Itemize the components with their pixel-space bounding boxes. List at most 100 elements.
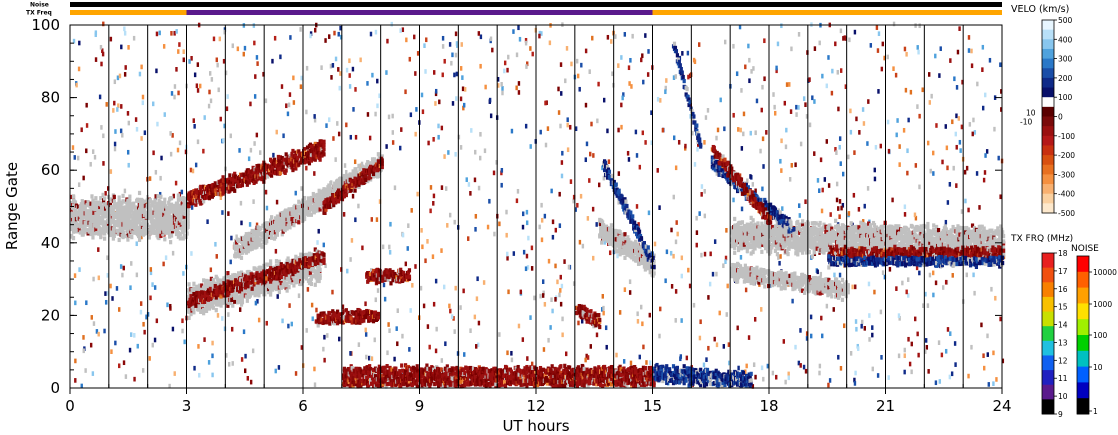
- speckle-point: [838, 199, 842, 204]
- speckle-point: [813, 46, 817, 51]
- speckle-point: [357, 342, 361, 347]
- echo-cell-0: [73, 225, 78, 230]
- speckle-point: [821, 333, 824, 339]
- speckle-point: [124, 65, 127, 70]
- echo-cell-2: [313, 208, 317, 213]
- speckle-point: [497, 83, 500, 88]
- echo-cell-3: [641, 250, 646, 255]
- speckle-point: [857, 346, 860, 351]
- echo-cell-1: [255, 292, 259, 297]
- echo-cell-3: [613, 233, 617, 238]
- speckle-point: [322, 346, 325, 352]
- speckle-point: [569, 179, 573, 184]
- speckle-point: [141, 100, 145, 106]
- echo-cell-0: [98, 204, 102, 210]
- speckle-point: [585, 141, 589, 147]
- echo-cell-0: [132, 201, 136, 206]
- speckle-point: [713, 336, 716, 342]
- echo-cell-3: [634, 247, 638, 253]
- speckle-point: [376, 288, 380, 293]
- speckle-point: [752, 362, 756, 368]
- speckle-point: [763, 38, 766, 44]
- speckle-point: [560, 160, 564, 165]
- echo-cell-0: [137, 237, 142, 242]
- speckle-point: [970, 63, 974, 69]
- speckle-point: [762, 164, 765, 169]
- echo-cell-0: [175, 208, 180, 214]
- echo-cell-4: [796, 252, 800, 257]
- echo-cell-2: [289, 214, 293, 219]
- echo-cell-0: [103, 209, 107, 214]
- echo-cell-0: [139, 208, 144, 213]
- speckle-point: [451, 101, 455, 106]
- speckle-point: [557, 86, 560, 92]
- echo-cell-4: [822, 222, 826, 227]
- speckle-point: [692, 57, 696, 63]
- speckle-point: [550, 297, 553, 303]
- speckle-point: [264, 98, 268, 104]
- echo-cell-0: [103, 226, 107, 231]
- echo-cell-4: [874, 225, 879, 230]
- speckle-point: [190, 55, 193, 61]
- speckle-point: [892, 21, 896, 27]
- echo-cell-4: [768, 234, 772, 239]
- speckle-point: [249, 101, 252, 107]
- speckle-point: [604, 325, 608, 331]
- speckle-point: [337, 67, 340, 72]
- speckle-point: [591, 206, 595, 212]
- echo-cell-1: [199, 309, 203, 314]
- echo-cell-1: [207, 280, 212, 285]
- speckle-point: [709, 251, 712, 257]
- speckle-point: [857, 206, 861, 212]
- echo-cell-1: [263, 267, 267, 272]
- echo-cell-4: [792, 244, 796, 249]
- speckle-point: [456, 43, 459, 48]
- echo-cell-0: [99, 232, 103, 238]
- speckle-point: [365, 354, 368, 360]
- speckle-point: [313, 171, 316, 176]
- speckle-point: [723, 126, 726, 132]
- speckle-point: [386, 38, 389, 44]
- speckle-point: [946, 327, 950, 332]
- echo-cell-0: [91, 218, 95, 223]
- speckle-point: [616, 253, 619, 259]
- speckle-point: [967, 48, 971, 53]
- speckle-point: [305, 109, 308, 115]
- echo-cell-2: [329, 180, 333, 186]
- echo-cell-0: [128, 232, 132, 238]
- echo-cell-3: [642, 264, 646, 269]
- echo-cell-2: [296, 204, 300, 209]
- echo-cell-2: [269, 218, 273, 223]
- speckle-point: [181, 318, 184, 324]
- speckle-point: [196, 139, 200, 145]
- speckle-point: [737, 127, 740, 132]
- speckle-point: [627, 157, 631, 162]
- speckle-point: [271, 58, 274, 64]
- speckle-point: [724, 255, 728, 261]
- speckle-point: [772, 92, 775, 97]
- speckle-point: [459, 305, 462, 310]
- speckle-point: [488, 198, 491, 204]
- echo-cell-2: [309, 212, 313, 217]
- speckle-point: [522, 249, 526, 255]
- speckle-point: [118, 73, 122, 79]
- echo-cell-4: [789, 232, 793, 237]
- speckle-point: [190, 205, 194, 210]
- echo-cell-2: [380, 154, 384, 159]
- speckle-point: [677, 139, 681, 145]
- echo-cell-4: [756, 221, 760, 226]
- speckle-point: [331, 63, 335, 68]
- speckle-point: [230, 326, 234, 332]
- speckle-point: [586, 355, 590, 360]
- echo-cell-3: [612, 236, 616, 241]
- speckle-point: [332, 136, 335, 141]
- echo-cell-0: [85, 209, 89, 214]
- echo-cell-4: [818, 235, 822, 240]
- speckle-point: [999, 194, 1002, 200]
- speckle-point: [794, 344, 797, 350]
- speckle-point: [727, 342, 731, 347]
- echo-cell-0: [180, 201, 184, 206]
- echo-cell-2: [327, 187, 331, 192]
- speckle-point: [396, 308, 399, 314]
- echo-cell-0: [94, 196, 98, 201]
